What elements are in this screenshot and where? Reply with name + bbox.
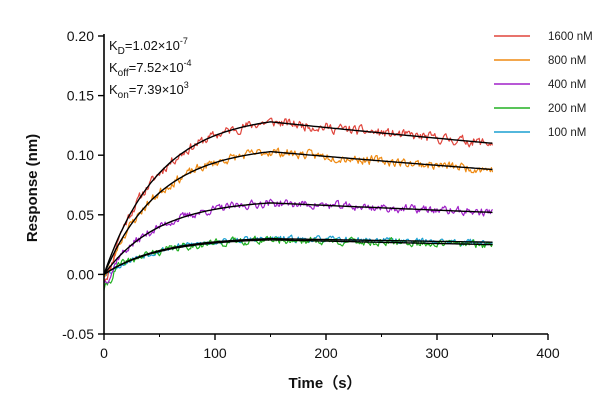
kd-text: KD=1.02×10-7: [109, 36, 188, 57]
trace-200-nm: [103, 235, 494, 291]
kon-text: Kon=7.39×103: [109, 80, 189, 101]
fit-800-nm: [103, 150, 493, 275]
legend-label: 1600 nM: [548, 31, 593, 43]
fit-100-nm: [103, 237, 493, 275]
y-tick-label: 0.00: [67, 266, 94, 282]
legend-label: 100 nM: [548, 127, 586, 139]
trace-800-nm: [103, 147, 494, 277]
koff-text: Koff=7.52×10-4: [109, 58, 192, 79]
y-axis-ticks: -0.05 0.00 0.05 0.10 0.15 0.20: [62, 28, 104, 342]
legend-label: 200 nM: [548, 103, 586, 115]
x-tick-label: 100: [203, 345, 227, 361]
fit-1600-nm: [103, 121, 493, 275]
x-axis-title: Time（s）: [288, 374, 361, 392]
legend-label: 400 nM: [548, 79, 586, 91]
y-tick-label: 0.05: [67, 207, 94, 223]
y-tick-label: -0.05: [62, 326, 94, 342]
y-axis-title: Response (nm): [24, 134, 41, 242]
y-tick-label: 0.10: [67, 147, 94, 163]
trace-1600-nm: [103, 117, 494, 281]
x-tick-label: 0: [100, 345, 108, 361]
x-tick-label: 200: [314, 345, 338, 361]
legend-label: 800 nM: [548, 55, 586, 67]
x-tick-label: 300: [425, 345, 449, 361]
fit-400-nm: [103, 202, 493, 275]
y-tick-label: 0.20: [67, 28, 94, 44]
fit-curves: [103, 121, 493, 275]
legend: 1600 nM 800 nM 400 nM 200 nM 100 nM: [494, 31, 593, 139]
x-axis-ticks: 0 100 200 300 400: [100, 334, 560, 361]
x-tick-label: 400: [536, 345, 560, 361]
trace-400-nm: [103, 198, 493, 284]
fit-200-nm: [103, 239, 493, 275]
y-tick-label: 0.15: [67, 88, 94, 104]
